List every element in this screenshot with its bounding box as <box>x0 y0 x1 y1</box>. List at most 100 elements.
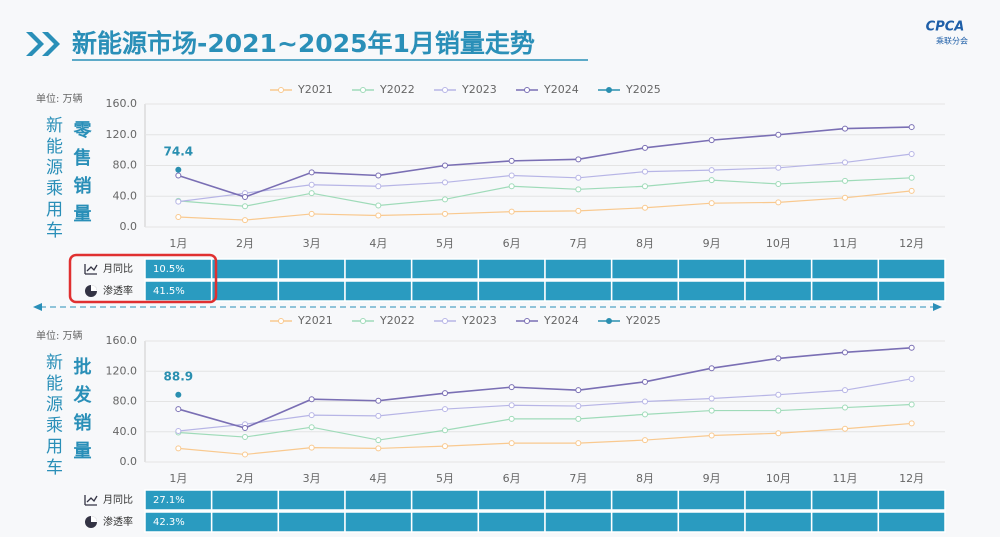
table-cell <box>277 258 346 280</box>
table-cell <box>810 280 880 302</box>
legend-label: Y2024 <box>543 83 579 96</box>
table-cell <box>810 489 880 511</box>
point <box>842 194 848 201</box>
legend-label: Y2023 <box>461 314 497 327</box>
point <box>375 183 382 190</box>
table-cell <box>277 489 346 511</box>
point <box>375 412 382 419</box>
x-tick-label: 5月 <box>436 237 454 250</box>
point <box>442 210 448 217</box>
table-cell <box>477 511 546 533</box>
row-label: 渗透率 <box>103 284 133 297</box>
point <box>908 344 915 351</box>
table-cell <box>410 258 480 280</box>
point <box>508 172 515 179</box>
row-label: 月同比 <box>103 263 133 275</box>
point <box>708 365 715 372</box>
point <box>175 391 182 398</box>
table-cell <box>810 511 880 533</box>
table-cell <box>544 511 613 533</box>
point <box>575 387 582 394</box>
point <box>508 208 515 215</box>
point <box>775 180 782 187</box>
y-tick-label: 120.0 <box>106 364 138 377</box>
point <box>775 131 782 138</box>
point <box>242 203 248 210</box>
table-cell <box>210 258 280 280</box>
table-cell <box>877 258 946 280</box>
point <box>575 207 582 214</box>
point <box>242 194 248 201</box>
point <box>908 420 915 427</box>
legend-label: Y2021 <box>297 83 333 96</box>
cell-value: 10.5% <box>153 264 185 275</box>
trend-icon <box>84 264 98 275</box>
point <box>575 186 582 193</box>
point <box>642 398 648 405</box>
point <box>375 212 382 219</box>
table-cell <box>544 489 613 511</box>
x-tick-label: 10月 <box>766 237 791 250</box>
y-tick-label: 40.0 <box>113 425 138 438</box>
point <box>575 403 582 410</box>
value-label: 88.9 <box>164 369 194 383</box>
point <box>908 187 915 194</box>
point <box>508 157 515 164</box>
table-cell <box>277 511 346 533</box>
legend-marker <box>278 318 284 324</box>
x-tick-label: 9月 <box>703 237 721 250</box>
table-cell <box>210 489 280 511</box>
point <box>375 397 382 404</box>
legend-label: Y2024 <box>543 314 579 327</box>
point <box>508 384 515 391</box>
point <box>775 199 782 206</box>
highlight-box <box>68 253 218 304</box>
point <box>842 125 848 132</box>
point <box>442 427 448 434</box>
table-cell <box>677 511 746 533</box>
point <box>775 355 782 362</box>
table-cell <box>744 489 813 511</box>
x-tick-label: 12月 <box>899 472 924 485</box>
trend-icon <box>84 495 98 506</box>
cell-value: 42.3% <box>153 517 185 528</box>
point <box>708 167 715 174</box>
series-line <box>178 153 912 203</box>
legend-label: Y2022 <box>379 83 415 96</box>
point <box>375 445 382 452</box>
table-cell <box>610 258 680 280</box>
point <box>175 214 182 221</box>
point <box>375 172 382 179</box>
x-tick-label: 11月 <box>833 237 858 250</box>
point <box>842 349 848 356</box>
side-label: 新能源乘用车 <box>42 116 63 242</box>
point <box>642 378 648 385</box>
point <box>775 430 782 437</box>
table-cell <box>344 511 413 533</box>
legend-marker <box>278 87 284 93</box>
legend-marker <box>360 318 366 324</box>
point <box>908 375 915 382</box>
point <box>642 411 648 418</box>
point <box>842 387 848 394</box>
y-tick-label: 0.0 <box>120 455 138 468</box>
legend-marker <box>524 87 530 93</box>
unit-label: 单位: 万辆 <box>36 92 83 105</box>
point <box>775 407 782 414</box>
x-tick-label: 2月 <box>236 472 254 485</box>
row-label: 渗透率 <box>103 515 133 528</box>
legend-label: Y2025 <box>625 314 661 327</box>
point <box>575 440 582 447</box>
pie-slice <box>91 285 97 291</box>
point <box>442 390 448 397</box>
point <box>442 162 448 169</box>
x-tick-label: 3月 <box>303 472 321 485</box>
unit-label: 单位: 万辆 <box>36 329 83 342</box>
table-cell <box>210 511 280 533</box>
point <box>508 402 515 409</box>
page-title: 新能源市场-2021~2025年1月销量走势 <box>72 29 535 58</box>
point <box>508 183 515 190</box>
table-cell <box>610 489 680 511</box>
point <box>308 412 315 419</box>
point <box>908 174 915 181</box>
